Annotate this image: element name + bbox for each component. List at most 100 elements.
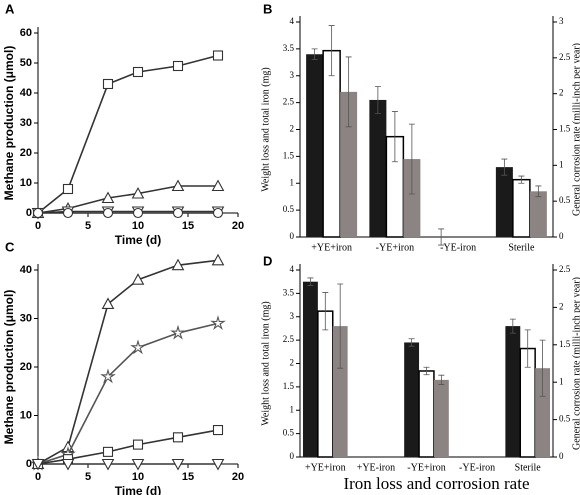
x-axis-label: Time (d) — [115, 484, 161, 495]
y-tick-label: 0 — [290, 451, 295, 461]
y-tick-label: 40 — [20, 87, 32, 99]
bar — [529, 191, 547, 237]
x-tick-label: 15 — [182, 471, 194, 483]
panel: B 0 0.5 1 1.5 2 2.5 3 3.5 4 Weight loss and total … — [260, 1, 580, 253]
y2-tick-label: 2 — [559, 88, 564, 98]
data-point — [102, 78, 114, 90]
error-bar — [345, 56, 352, 128]
y-axis-label: Weight loss and total iron (mg) — [260, 301, 271, 425]
y-tick-label: 4 — [290, 264, 295, 274]
y2-tick-label: 3 — [559, 16, 564, 26]
y2-tick-label: 2.5 — [559, 52, 571, 62]
data-point — [130, 339, 146, 355]
data-point — [171, 258, 185, 271]
y-tick-label: 3.5 — [283, 287, 295, 297]
y-tick-label: 2 — [290, 358, 295, 368]
y-tick-label: 10 — [20, 409, 32, 421]
data-point — [101, 191, 115, 204]
data-point — [100, 368, 116, 384]
data-point — [31, 458, 45, 471]
x-axis-label: Time (d) — [115, 233, 161, 247]
bar — [505, 326, 521, 457]
y-tick-label: 1.5 — [283, 150, 295, 160]
data-point — [171, 179, 185, 192]
error-bar — [328, 25, 335, 77]
bar — [512, 178, 531, 238]
data-point — [131, 458, 145, 471]
y-tick-label: 2 — [290, 124, 295, 134]
data-point — [101, 297, 115, 310]
data-point — [211, 253, 225, 266]
x-tick-label: +YE-iron — [357, 462, 395, 473]
x-tick-label: 15 — [182, 220, 194, 232]
data-point — [132, 207, 144, 219]
error-bar — [311, 48, 318, 61]
data-point — [172, 432, 184, 443]
data-point — [212, 50, 224, 61]
x-tick-label: 5 — [85, 471, 91, 483]
y-tick-label: 2.5 — [283, 334, 295, 344]
y-tick-label: 1 — [290, 177, 295, 187]
data-point — [212, 424, 224, 436]
y-tick-label: 0.5 — [283, 428, 295, 438]
data-point — [212, 207, 224, 219]
bar — [317, 310, 334, 458]
y-tick-label: 10 — [20, 177, 32, 189]
y2-tick-label: 1 — [559, 376, 564, 386]
bar — [369, 99, 387, 237]
series-line — [37, 210, 218, 214]
panel: A 0 10 20 30 40 50 60 Methane production (μmol) 0… — [2, 1, 244, 247]
bar — [306, 54, 324, 237]
y-tick-label: 1.5 — [283, 381, 295, 391]
y-tick-label: 2.5 — [283, 97, 295, 107]
bar — [322, 49, 341, 238]
error-bar — [322, 292, 329, 331]
y-tick-label: 0 — [26, 207, 32, 219]
y2-axis-label: General corrosion rate (milli-inch per y… — [571, 43, 580, 216]
data-point — [131, 273, 145, 285]
x-tick-label: 20 — [232, 220, 244, 232]
panel: D 0 0.5 1 1.5 2 2.5 3 3.5 4 Weight loss and total … — [260, 253, 580, 492]
panel-label: B — [263, 1, 272, 16]
y-tick-label: 0 — [290, 231, 295, 241]
data-point — [131, 186, 145, 199]
x-tick-label: 10 — [132, 220, 144, 232]
data-point — [102, 446, 114, 457]
data-point — [32, 207, 44, 219]
x-tick-label: Sterile — [515, 462, 542, 473]
bar — [418, 370, 435, 458]
series-line — [37, 259, 219, 465]
data-point — [102, 207, 114, 219]
x-tick-label: Sterile — [508, 242, 535, 253]
data-point — [62, 183, 74, 195]
x-tick-label: -YE-iron — [459, 462, 495, 473]
bar — [535, 368, 551, 457]
x-tick-label: -YE+iron — [407, 462, 445, 473]
y2-tick-label: 0 — [559, 451, 564, 461]
data-point — [172, 207, 184, 219]
y2-tick-label: 1.5 — [559, 339, 571, 349]
panel-label: D — [263, 253, 272, 268]
series-line — [37, 322, 219, 465]
error-bar — [501, 158, 508, 176]
y-tick-label: 20 — [20, 361, 32, 373]
data-point — [211, 458, 225, 471]
x-tick-label: +YE+iron — [305, 462, 346, 473]
error-bar — [408, 338, 415, 347]
bar — [495, 167, 513, 237]
error-bar — [307, 277, 314, 286]
panel-label: C — [5, 239, 15, 254]
panel-label: A — [5, 1, 15, 16]
y-axis-label: Weight loss and total iron (mg) — [260, 67, 271, 191]
error-bar — [438, 374, 445, 385]
y-axis-label: Methane production (μmol) — [2, 290, 16, 445]
y-tick-label: 0.5 — [283, 204, 295, 214]
data-point — [172, 60, 184, 72]
data-point — [132, 66, 144, 78]
x-tick-label: 20 — [232, 471, 244, 483]
x-tick-label: 5 — [85, 220, 91, 232]
y-tick-label: 60 — [20, 27, 32, 39]
error-bar — [337, 283, 344, 369]
bar — [332, 326, 348, 457]
